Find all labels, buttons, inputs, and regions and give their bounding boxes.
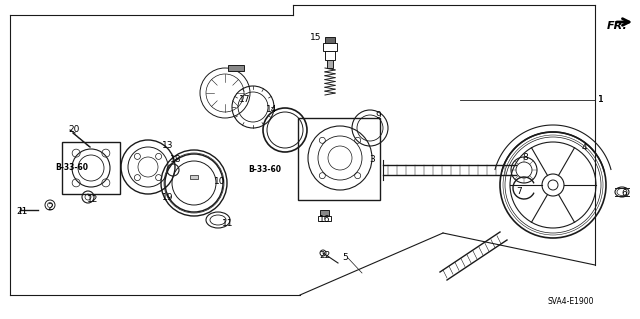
Text: 20: 20 — [68, 125, 80, 135]
Text: 1: 1 — [598, 95, 604, 105]
Text: 3: 3 — [369, 155, 375, 165]
Text: 19: 19 — [163, 192, 173, 202]
Text: FR.: FR. — [607, 21, 628, 31]
Text: 5: 5 — [342, 254, 348, 263]
Bar — [320, 210, 329, 216]
Text: 15: 15 — [310, 33, 322, 42]
Text: 14: 14 — [266, 106, 278, 115]
Text: 13: 13 — [163, 140, 173, 150]
Text: 17: 17 — [239, 95, 251, 105]
Text: B-33-60: B-33-60 — [56, 164, 88, 173]
Bar — [190, 175, 198, 179]
Text: 21: 21 — [16, 207, 28, 217]
Bar — [327, 60, 333, 68]
Text: 18: 18 — [170, 155, 182, 165]
Bar — [62, 142, 120, 194]
Text: 1: 1 — [598, 95, 604, 105]
Text: SVA4-E1900: SVA4-E1900 — [548, 298, 595, 307]
Text: 8: 8 — [522, 153, 528, 162]
Text: 11: 11 — [222, 219, 234, 227]
Bar — [323, 43, 337, 51]
Bar — [228, 65, 244, 71]
Bar — [325, 37, 335, 43]
Bar — [318, 216, 331, 221]
Text: 2: 2 — [47, 203, 53, 211]
Text: 12: 12 — [87, 196, 99, 204]
Text: 9: 9 — [375, 112, 381, 121]
Bar — [298, 118, 380, 200]
Text: 16: 16 — [319, 216, 331, 225]
Text: 10: 10 — [214, 177, 226, 187]
Text: B-33-60: B-33-60 — [248, 166, 282, 174]
Text: 6: 6 — [621, 189, 627, 197]
Text: 4: 4 — [581, 144, 587, 152]
Text: 7: 7 — [516, 188, 522, 197]
Bar — [325, 51, 335, 60]
Text: 22: 22 — [319, 250, 331, 259]
